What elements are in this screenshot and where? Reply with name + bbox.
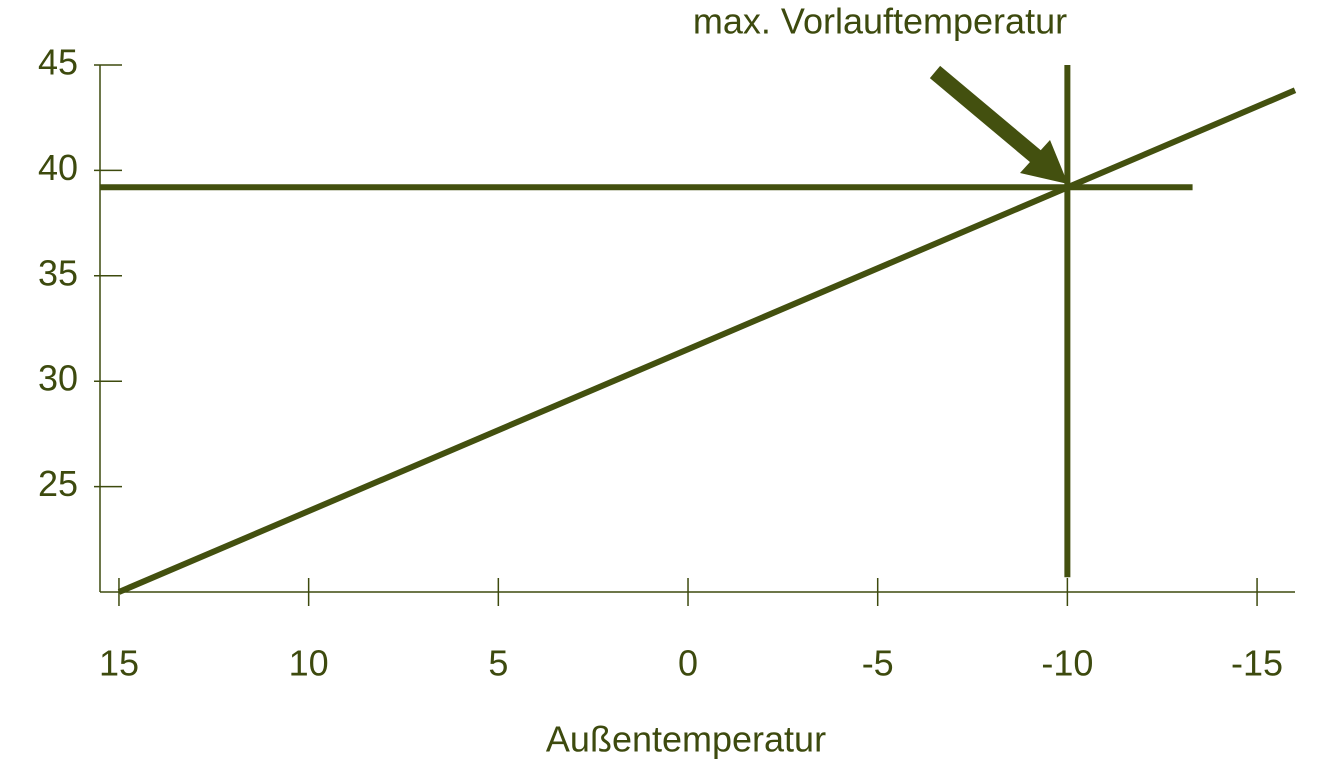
y-tick-label: 30: [38, 358, 78, 399]
y-tick-label: 25: [38, 463, 78, 504]
x-tick-label: 5: [488, 643, 508, 684]
x-tick-label: 15: [99, 643, 139, 684]
x-axis-label: Außentemperatur: [546, 719, 826, 760]
y-tick-label: 40: [38, 147, 78, 188]
y-tick-label: 45: [38, 42, 78, 83]
annotation: max. Vorlauftemperatur: [693, 1, 1067, 42]
x-tick-label: 0: [678, 643, 698, 684]
x-tick-label: -10: [1041, 643, 1093, 684]
x-tick-label: 10: [289, 643, 329, 684]
arrow: [929, 65, 1068, 184]
x-tick-label: -5: [862, 643, 894, 684]
x-tick-label: -15: [1231, 643, 1283, 684]
y-tick-label: 35: [38, 252, 78, 293]
line: [117, 87, 1297, 595]
